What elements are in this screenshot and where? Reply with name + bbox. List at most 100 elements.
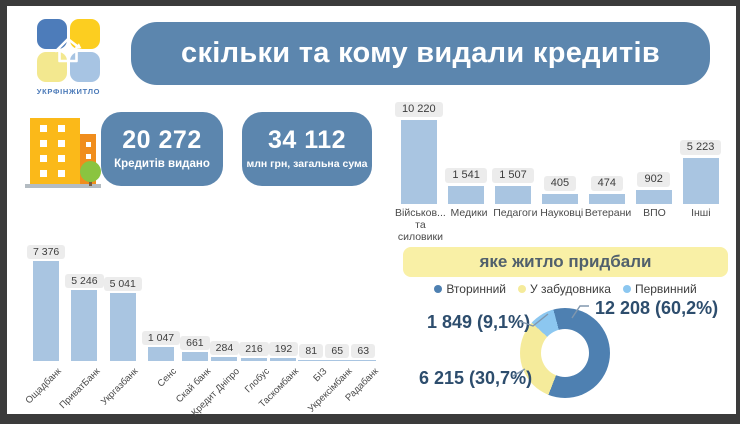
page-title-text: скільки та кому видали кредитів [181, 37, 660, 69]
bar-banks-4[interactable] [181, 352, 208, 361]
bar-value-label: 1 047 [141, 330, 181, 345]
legend-label: У забудовника [530, 282, 611, 296]
bar-value-label: 10 220 [395, 102, 443, 117]
building-main [30, 118, 80, 184]
building-window [40, 140, 47, 147]
x-axis-label: Науковці [540, 207, 584, 219]
bar-banks-10[interactable] [350, 360, 377, 361]
x-axis-label: ПриватБанк [57, 366, 103, 412]
legend-label: Первинний [634, 282, 697, 296]
legend-item-2[interactable]: Первинний [622, 282, 697, 296]
bar-banks-3[interactable] [147, 346, 174, 361]
x-axis-label: Медики [450, 207, 488, 219]
bar-banks-9[interactable] [324, 360, 351, 361]
bar-recipients-3[interactable] [541, 194, 578, 204]
bar-column-recipients-4: 474 [583, 96, 630, 204]
bar-banks-1[interactable] [71, 289, 98, 361]
x-axis-label: Ветерани [584, 207, 632, 219]
housing-donut-chart[interactable] [520, 308, 610, 398]
ground-line [25, 184, 101, 188]
banks-bar-chart: 7 376 Ощадбанк 5 246 ПриватБанк 5 041 Укргазб… [24, 242, 381, 418]
donut-legend: Вторинний У забудовника Первинний [403, 282, 728, 296]
bar-column-banks-3: 1 047 Сенс [141, 242, 181, 389]
bar-recipients-1[interactable] [448, 185, 485, 204]
kpi-total-sum: 34 112 млн грн, загальна сума [242, 112, 372, 186]
legend-dot [434, 285, 443, 293]
building-window [40, 125, 47, 132]
bar-value-label: 1 541 [445, 167, 487, 183]
bar-column-recipients-1: 1 541 [443, 96, 490, 204]
bar-recipients-0[interactable] [400, 120, 437, 204]
bar-column-recipients-5: 902 [630, 96, 677, 204]
building-window [40, 155, 47, 162]
bar-recipients-4[interactable] [588, 193, 625, 204]
bar-column-banks-9: 65 Укрексімбанк [306, 242, 355, 415]
legend-dot [622, 285, 631, 293]
bar-banks-2[interactable] [109, 292, 136, 361]
bar-column-recipients-0: 10 220 [395, 96, 443, 204]
donut-callout-secondary: 12 208 (60,2%) [595, 298, 719, 318]
kpi-value: 20 272 [122, 126, 202, 154]
page-title: скільки та кому видали кредитів [131, 22, 710, 85]
bar-column-banks-10: 63 Радабанк [344, 242, 381, 404]
bar-column-banks-7: 192 Таскомбанк [257, 242, 301, 410]
bar-value-label: 216 [239, 341, 269, 357]
x-axis-label: БІЗ [310, 366, 330, 385]
building-window [40, 170, 47, 177]
legend-item-0[interactable]: Вторинний [434, 282, 506, 296]
donut-callout-developer: 6 215 (30,7%) [419, 368, 533, 388]
legend-dot [518, 285, 527, 293]
bar-value-label: 65 [325, 343, 350, 358]
bar-value-label: 81 [299, 343, 324, 358]
bar-recipients-2[interactable] [494, 185, 531, 204]
x-axis-label: Сенс [155, 366, 179, 390]
bar-banks-6[interactable] [240, 358, 267, 361]
logo-text: УКРФІНЖИТЛО [36, 87, 101, 96]
bar-banks-5[interactable] [211, 357, 238, 361]
housing-banner: яке житло придбали [403, 247, 728, 277]
kpi-credits-issued: 20 272 Кредитів видано [101, 112, 223, 186]
bar-value-label: 5 246 [65, 273, 104, 288]
bar-value-label: 63 [351, 343, 376, 358]
bar-column-banks-4: 661 Скай банк [174, 242, 213, 405]
kpi-label: Кредитів видано [114, 158, 210, 170]
house-icon [54, 37, 82, 63]
building-window [58, 140, 65, 147]
logo-square-light-blue [70, 52, 100, 82]
bar-value-label: 474 [590, 175, 623, 191]
bar-value-label: 902 [637, 172, 670, 188]
bar-column-banks-1: 5 246 ПриватБанк [57, 242, 104, 411]
bar-recipients-6[interactable] [682, 157, 719, 204]
bar-value-label: 7 376 [27, 244, 66, 259]
legend-item-1[interactable]: У забудовника [518, 282, 611, 296]
bar-value-label: 5 223 [679, 139, 722, 155]
ukrfinzhytlo-logo [37, 19, 100, 82]
bar-value-label: 284 [209, 340, 240, 356]
building-window [58, 155, 65, 162]
bar-recipients-5[interactable] [635, 190, 672, 204]
legend-label: Вторинний [446, 282, 507, 296]
bar-banks-7[interactable] [270, 358, 297, 361]
buildings-icon [25, 110, 101, 190]
x-axis-label: Укргазбанк [99, 366, 141, 408]
donut-callout-primary: 1 849 (9,1%) [427, 312, 531, 332]
dashboard-canvas: УКРФІНЖИТЛО скільки та кому видали креди… [7, 6, 736, 418]
kpi-label: млн грн, загальна сума [246, 158, 368, 170]
bar-value-label: 405 [543, 176, 577, 191]
bar-column-recipients-6: 5 223 [677, 96, 724, 204]
bar-banks-0[interactable] [33, 261, 60, 361]
bar-value-label: 661 [180, 335, 210, 350]
recipients-x-axis: Військов... та силовики Медики Педагоги Нау… [395, 207, 724, 243]
bar-banks-8[interactable] [298, 359, 325, 361]
banks-bars-area: 7 376 Ощадбанк 5 246 ПриватБанк 5 041 Укргазб… [24, 242, 381, 418]
tree-icon [80, 161, 101, 182]
building-window [58, 170, 65, 177]
x-axis-label: Інші [691, 207, 711, 219]
recipients-bars-area: 10 220 1 541 1 507 405 474 902 5 223 [395, 96, 724, 204]
bar-column-banks-0: 7 376 Ощадбанк [24, 242, 66, 406]
building-window [86, 142, 91, 147]
bar-value-label: 1 507 [492, 167, 534, 183]
logo-square-pale-yellow [37, 52, 67, 82]
donut-hole [541, 329, 589, 377]
kpi-value: 34 112 [267, 126, 347, 154]
